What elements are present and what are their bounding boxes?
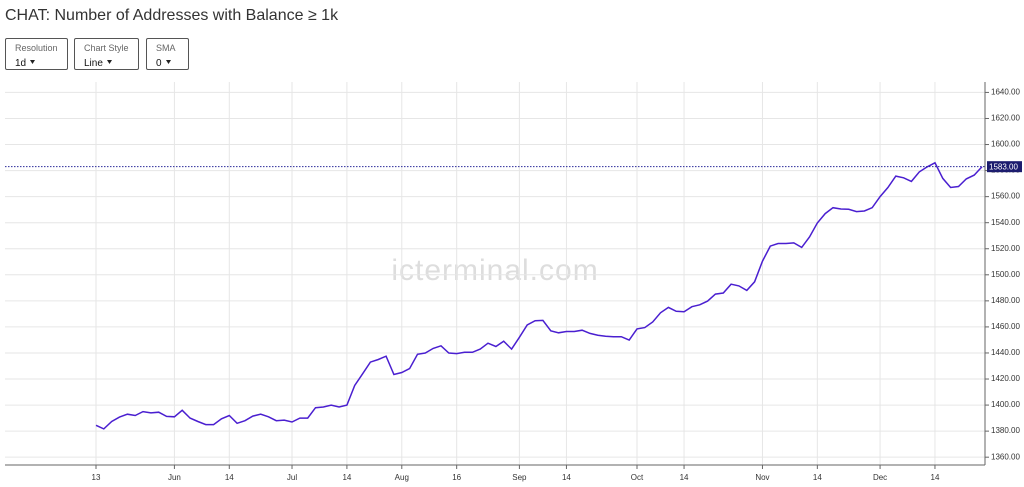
line — [95, 161, 983, 430]
caret — [30, 59, 36, 64]
x-tick-label: 14 — [342, 473, 351, 482]
y-tick-label: 1560.00 — [991, 192, 1020, 201]
last-value-box — [987, 161, 1022, 173]
y-tick-label: 1520.00 — [991, 244, 1020, 253]
x-tick-label: 14 — [562, 473, 571, 482]
dropdown-label: Resolution — [15, 43, 58, 53]
y-tick-label: 1600.00 — [991, 140, 1020, 149]
dropdown[interactable]: Chart Style Line — [74, 38, 139, 70]
x-tick-label: 16 — [452, 473, 461, 482]
dropdown-value: Line — [84, 58, 103, 69]
y-tick-label: 1440.00 — [991, 348, 1020, 357]
x-tick-label: 14 — [813, 473, 822, 482]
chart-title: CHAT: Number of Addresses with Balance ≥… — [5, 7, 339, 24]
dropdown[interactable]: Resolution 1d — [5, 38, 68, 70]
dropdown-label: Chart Style — [84, 43, 129, 53]
x-tick-label: 14 — [680, 473, 689, 482]
x-tick-label: Sep — [512, 473, 527, 482]
x-tick-label: Oct — [631, 473, 644, 482]
y-tick-label: 1460.00 — [991, 322, 1020, 331]
x-tick-label: Dec — [873, 473, 887, 482]
x-tick-label: Aug — [395, 473, 409, 482]
caret — [106, 59, 112, 64]
y-tick-label: 1400.00 — [991, 400, 1020, 409]
caret — [165, 59, 171, 64]
dropdown[interactable]: SMA 0 — [146, 38, 189, 70]
last-value-label: 1583.00 — [989, 162, 1018, 171]
y-tick-label: 1540.00 — [991, 218, 1020, 227]
x-tick-label: Jul — [287, 473, 297, 482]
x-tick-label: 14 — [225, 473, 234, 482]
x-tick-label: 13 — [92, 473, 101, 482]
dropdown-label: SMA — [156, 43, 176, 53]
dropdown-value: 1d — [15, 58, 27, 69]
y-tick-label: 1420.00 — [991, 374, 1020, 383]
y-tick-label: 1500.00 — [991, 270, 1020, 279]
watermark: icterminal.com — [391, 254, 598, 287]
y-tick-label: 1620.00 — [991, 114, 1020, 123]
x-tick-label: Jun — [168, 473, 181, 482]
y-tick-label: 1380.00 — [991, 426, 1020, 435]
y-tick-label: 1360.00 — [991, 452, 1020, 461]
dropdown-value: 0 — [156, 58, 162, 69]
x-tick-label: 14 — [931, 473, 940, 482]
x-tick-label: Nov — [755, 473, 769, 482]
y-tick-label: 1480.00 — [991, 296, 1020, 305]
y-tick-label: 1640.00 — [991, 88, 1020, 97]
